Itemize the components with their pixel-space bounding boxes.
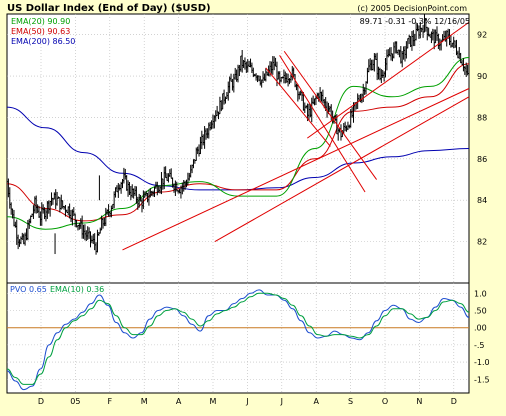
chart-title: US Dollar Index (End of Day) ($USD) xyxy=(7,3,211,14)
pvo-y-tick-label: -.5 xyxy=(474,341,485,350)
trendline xyxy=(265,67,331,147)
quote-readout: 89.71 -0.31 -0.3% 12/16/05 xyxy=(360,17,470,26)
copyright: (c) 2005 DecisionPoint.com xyxy=(357,4,467,13)
price-y-axis: 82 84 86 88 90 92 xyxy=(477,31,487,247)
pvo-y-tick-label: .00 xyxy=(474,324,487,333)
ema50-line xyxy=(6,63,470,222)
pvo-panel xyxy=(6,282,470,394)
ema20-line xyxy=(6,57,470,230)
trendline xyxy=(122,88,470,251)
ema200-legend: EMA(200) 86.50 xyxy=(11,37,75,46)
ema20-legend: EMA(20) 90.90 xyxy=(11,17,70,26)
x-tick-label: D xyxy=(451,397,457,406)
x-tick-label: J xyxy=(280,397,283,406)
pvo-signal-line xyxy=(6,292,470,385)
y-tick-label: 90 xyxy=(477,72,487,81)
pvo-y-axis: 1.0 .50 .00 -.5 -1.0 -1.5 xyxy=(474,289,490,384)
ema20-line-group xyxy=(6,57,470,230)
pvo-y-tick-label: -1.5 xyxy=(474,375,490,384)
x-tick-label: N xyxy=(416,397,422,406)
y-tick-label: 88 xyxy=(477,113,487,122)
ema50-line-group xyxy=(6,63,470,222)
x-tick-label: O xyxy=(382,397,388,406)
pvo-legend: PVO 0.65 xyxy=(10,285,47,294)
x-tick-label: 05 xyxy=(70,397,80,406)
price-bars xyxy=(6,13,470,255)
pvo-y-tick-label: 1.0 xyxy=(474,289,487,298)
x-axis: D 05 F M A M J J A S O N D xyxy=(38,397,457,406)
x-tick-label: J xyxy=(245,397,248,406)
pvo-ema-legend: EMA(10) 0.36 xyxy=(50,285,104,294)
trendline xyxy=(307,21,470,139)
y-tick-label: 92 xyxy=(477,31,487,40)
pvo-lines xyxy=(6,289,470,391)
x-tick-label: A xyxy=(176,397,182,406)
pvo-line xyxy=(6,289,470,391)
x-tick-label: M xyxy=(210,397,217,406)
x-tick-label: D xyxy=(38,397,44,406)
y-tick-label: 82 xyxy=(477,238,487,247)
trendline xyxy=(279,55,366,193)
x-tick-label: S xyxy=(348,397,353,406)
trendline xyxy=(283,50,378,180)
pvo-y-tick-label: .50 xyxy=(474,307,487,316)
ema50-legend: EMA(50) 90.63 xyxy=(11,27,70,36)
x-tick-label: A xyxy=(313,397,319,406)
trendline xyxy=(214,96,470,243)
pvo-grid xyxy=(7,283,469,393)
pvo-y-tick-label: -1.0 xyxy=(474,358,490,367)
y-tick-label: 86 xyxy=(477,155,487,164)
y-tick-label: 84 xyxy=(477,196,487,205)
trendlines xyxy=(122,21,470,251)
x-tick-label: F xyxy=(107,397,112,406)
x-tick-label: M xyxy=(141,397,148,406)
